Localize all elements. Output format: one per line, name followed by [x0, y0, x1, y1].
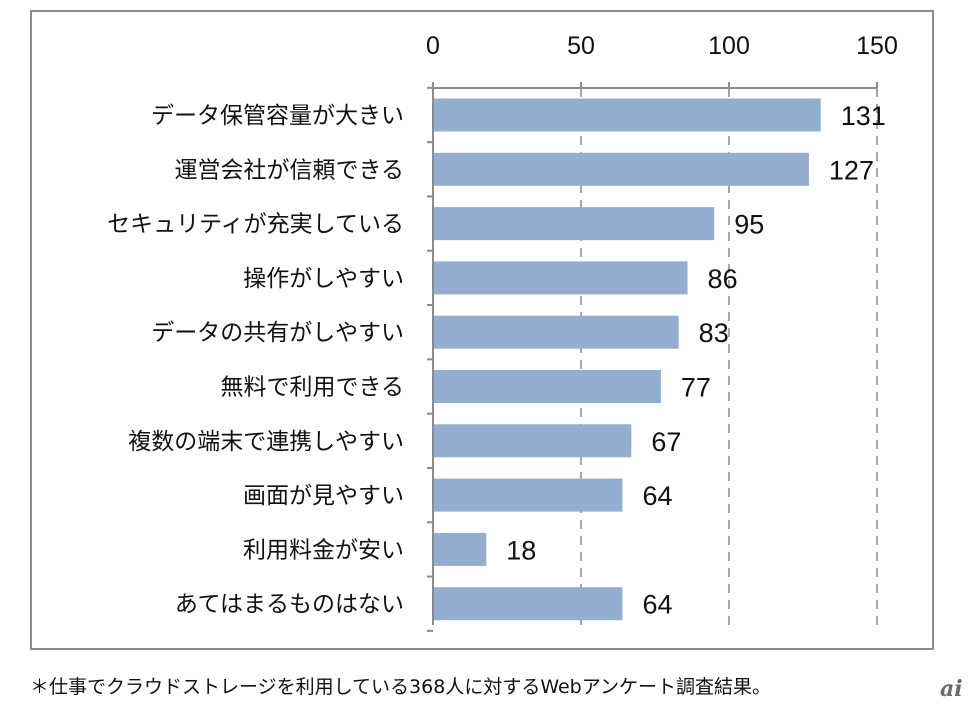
bar — [434, 152, 809, 186]
labels: 0 50 100 150 データ保管容量が大きい 131 運営会社が信頼できる 127 セキュリ… — [107, 32, 898, 620]
category-label: セキュリティが充実している — [107, 212, 404, 238]
x-tick-label: 50 — [567, 32, 595, 60]
category-label: 利用料金が安い — [243, 537, 404, 563]
data-label: 77 — [681, 373, 711, 403]
bar — [434, 478, 623, 512]
bar — [434, 315, 679, 349]
data-label: 127 — [829, 155, 874, 185]
axes — [427, 82, 878, 632]
footnote: ＊仕事でクラウドストレージを利用している368人に対するWebアンケート調査結果… — [30, 676, 771, 698]
data-label: 18 — [506, 535, 536, 565]
data-label: 86 — [708, 264, 738, 294]
bar — [434, 207, 715, 241]
data-label: 64 — [642, 590, 672, 620]
category-label: 操作がしやすい — [243, 266, 404, 292]
bar — [434, 261, 688, 295]
x-tick-label: 150 — [856, 32, 898, 60]
bars — [434, 98, 821, 621]
category-label: 運営会社が信頼できる — [174, 157, 404, 183]
bar — [434, 370, 661, 403]
data-label: 83 — [699, 318, 729, 348]
data-label: 131 — [841, 101, 886, 131]
watermark-logo: ai — [940, 676, 963, 702]
bar — [434, 98, 821, 132]
category-label: データの共有がしやすい — [151, 320, 404, 346]
x-tick-label: 100 — [708, 32, 750, 60]
data-label: 95 — [734, 210, 764, 240]
category-label: 無料で利用できる — [220, 375, 404, 401]
bar — [434, 587, 623, 621]
x-tick-label: 0 — [426, 32, 440, 60]
data-label: 64 — [642, 481, 672, 511]
bar — [434, 424, 632, 458]
category-label: あてはまるものはない — [175, 592, 404, 618]
category-label: 複数の端末で連携しやすい — [128, 429, 404, 455]
category-label: 画面が見やすい — [243, 483, 404, 509]
category-label: データ保管容量が大きい — [151, 103, 404, 129]
data-label: 67 — [651, 427, 681, 457]
bar — [434, 532, 487, 566]
